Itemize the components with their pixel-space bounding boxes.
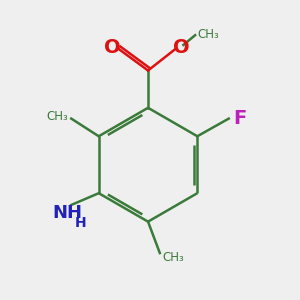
Text: CH₃: CH₃	[163, 251, 184, 265]
Text: CH₃: CH₃	[197, 28, 219, 41]
Text: H: H	[74, 216, 86, 230]
Text: F: F	[234, 109, 247, 128]
Text: O: O	[104, 38, 121, 57]
Text: O: O	[173, 38, 190, 57]
Text: CH₃: CH₃	[46, 110, 68, 123]
Text: NH: NH	[52, 204, 82, 222]
